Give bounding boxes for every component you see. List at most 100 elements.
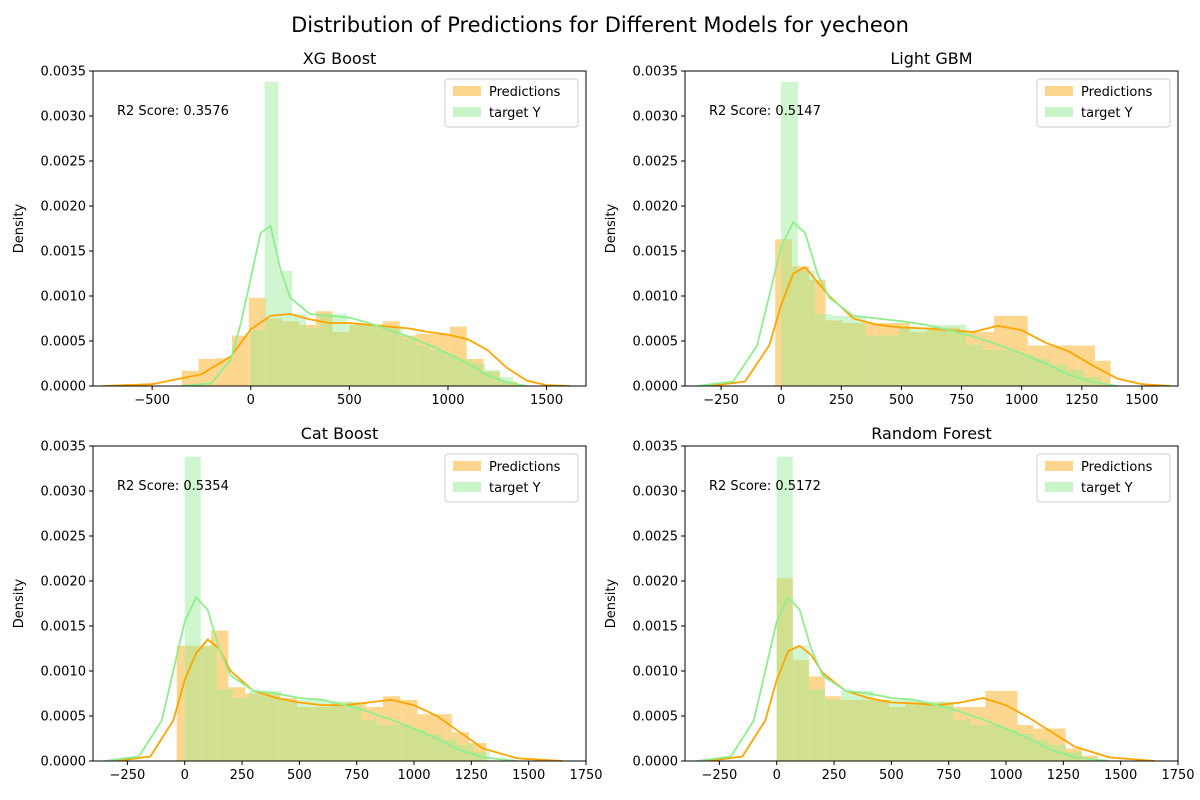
y-tick-label: 0.0025 <box>41 530 87 545</box>
y-tick-label: 0.0035 <box>41 440 87 455</box>
overlap-bar <box>1017 734 1034 761</box>
y-tick-label: 0.0010 <box>633 665 679 680</box>
overlap-bar <box>859 323 866 386</box>
overlap-bar <box>1010 350 1017 386</box>
y-tick-label: 0.0010 <box>41 665 87 680</box>
histogram-bar <box>198 359 216 386</box>
x-tick-label: 1000 <box>397 768 430 783</box>
overlap-bar <box>915 332 927 386</box>
overlap-bar <box>200 645 212 761</box>
x-tick-label: 0 <box>247 393 255 408</box>
plot-area <box>104 456 564 761</box>
plot-area <box>696 81 1171 386</box>
legend-swatch <box>453 107 481 117</box>
overlap-bar <box>943 327 950 386</box>
overlap-bar <box>232 698 246 761</box>
overlap-bar <box>1061 364 1068 386</box>
legend-swatch <box>453 86 481 96</box>
overlap-bar <box>313 707 315 761</box>
overlap-bar <box>347 332 350 386</box>
y-tick-label: 0.0020 <box>41 200 87 215</box>
legend-swatch <box>453 482 481 492</box>
x-tick-label: 1250 <box>1047 768 1080 783</box>
plot-area <box>696 456 1156 761</box>
overlap-bar <box>876 335 883 386</box>
x-tick-label: 1250 <box>1065 393 1098 408</box>
y-tick-label: 0.0030 <box>41 110 87 125</box>
overlap-bar <box>825 320 832 386</box>
kde-line-predictions <box>115 638 564 761</box>
overlap-bar <box>781 239 793 386</box>
chart-panel-1: −500 0 500 1000 1500 0.0000 0.0005 0.0010 0.0015… <box>12 49 587 408</box>
overlap-bar <box>792 266 799 386</box>
overlap-bar <box>909 332 916 386</box>
overlap-bar <box>248 693 263 761</box>
overlap-bar <box>808 279 815 386</box>
overlap-bar <box>960 332 967 386</box>
kde-line-target-y <box>181 224 527 386</box>
overlap-bar <box>365 719 378 761</box>
overlap-bar <box>873 699 890 761</box>
legend-label: Predictions <box>489 85 561 100</box>
x-tick-label: 250 <box>829 393 854 408</box>
chart-panel-2: −250 0 250 500 750 1000 1250 1500 0.0000 0.0005 0.… <box>604 49 1179 408</box>
legend-swatch <box>1045 86 1073 96</box>
overlap-bar <box>393 725 401 761</box>
r2-score-annotation: R2 Score: 0.5172 <box>709 479 821 494</box>
overlap-bar <box>430 350 434 386</box>
overlap-bar <box>433 350 445 386</box>
overlap-bar <box>1067 369 1079 386</box>
axes-frame <box>684 445 1179 762</box>
y-tick-label: 0.0030 <box>41 485 87 500</box>
overlap-bar <box>399 335 403 386</box>
panel-title: Cat Boost <box>301 424 379 443</box>
overlap-bar <box>921 702 938 761</box>
overlap-bar <box>1016 354 1028 386</box>
overlap-bar <box>889 707 906 761</box>
y-tick-label: 0.0000 <box>41 380 87 395</box>
x-tick-label: 750 <box>936 768 961 783</box>
overlap-bar <box>926 327 933 386</box>
overlap-bar <box>451 739 458 761</box>
y-tick-label: 0.0020 <box>633 575 679 590</box>
overlap-bar <box>831 320 843 386</box>
overlap-bar <box>985 725 1002 761</box>
overlap-bar <box>1033 739 1050 761</box>
overlap-bar <box>848 323 860 386</box>
overlap-bar <box>449 354 458 386</box>
x-tick-label: 1750 <box>569 768 602 783</box>
x-tick-label: 1750 <box>1161 768 1194 783</box>
x-tick-label: 1500 <box>512 768 545 783</box>
x-tick-label: 250 <box>822 768 847 783</box>
overlap-bar <box>383 725 394 761</box>
y-tick-label: 0.0035 <box>633 65 679 80</box>
legend-swatch <box>453 461 481 471</box>
y-tick-label: 0.0025 <box>633 155 679 170</box>
legend-label: Predictions <box>1081 460 1153 475</box>
y-tick-label: 0.0010 <box>633 290 679 305</box>
overlap-bar <box>299 324 306 386</box>
overlap-bar <box>377 725 384 761</box>
overlap-bar <box>994 350 1001 386</box>
legend-label: target Y <box>489 481 541 496</box>
overlap-bar <box>282 321 293 386</box>
legend: Predictions target Y <box>1036 78 1171 128</box>
overlap-bar <box>977 344 984 386</box>
overlap-bar <box>1044 359 1051 386</box>
overlap-bar <box>361 719 366 761</box>
y-tick-label: 0.0015 <box>41 245 87 260</box>
overlap-bar <box>425 734 435 761</box>
panel-title: Light GBM <box>890 49 972 68</box>
plot-area <box>102 81 571 386</box>
overlap-bar <box>444 354 450 386</box>
y-tick-label: 0.0030 <box>633 110 679 125</box>
y-tick-label: 0.0015 <box>41 620 87 635</box>
overlap-bar <box>466 359 472 386</box>
x-tick-label: 500 <box>337 393 362 408</box>
x-tick-label: 500 <box>879 768 904 783</box>
y-tick-label: 0.0005 <box>41 710 87 725</box>
x-tick-label: −250 <box>702 768 738 783</box>
x-tick-label: 1250 <box>455 768 488 783</box>
overlap-bar <box>1033 359 1045 386</box>
